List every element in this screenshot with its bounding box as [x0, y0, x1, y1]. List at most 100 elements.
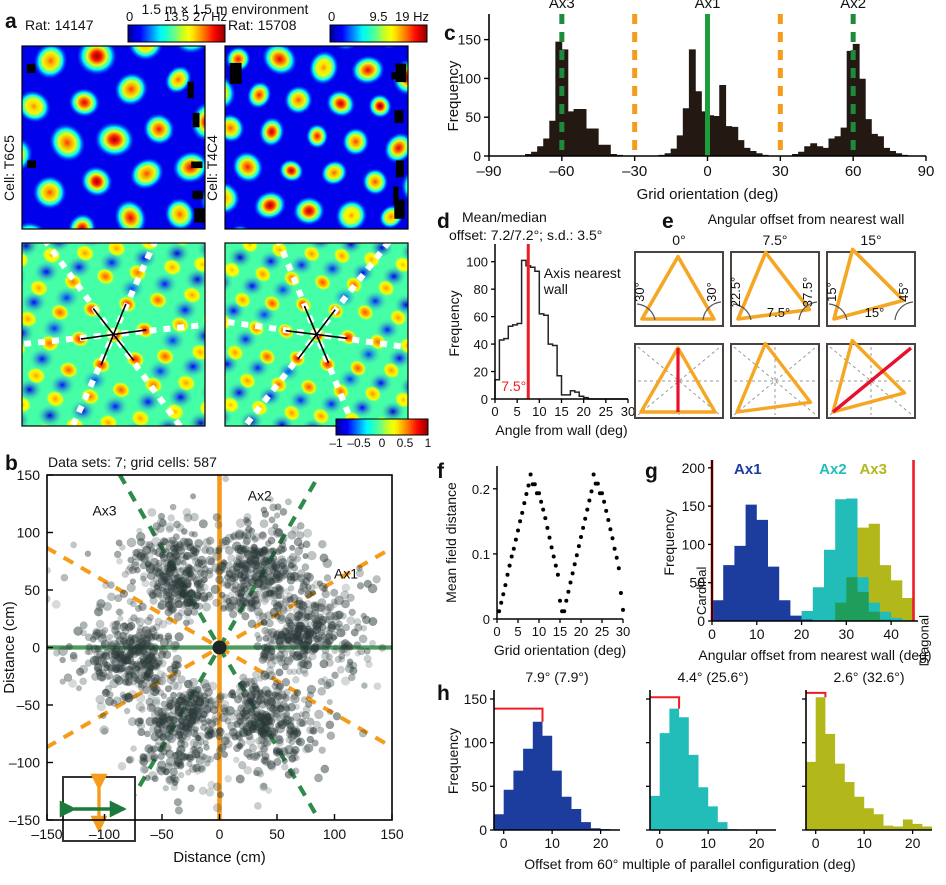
- scatter-point: [335, 623, 344, 632]
- scatter-point: [193, 713, 201, 721]
- scatter-point: [183, 722, 191, 730]
- scatter-point: [129, 635, 138, 644]
- scatter-point: [346, 658, 354, 665]
- scatter-point: [233, 695, 243, 704]
- scatter-point: [201, 595, 209, 603]
- scatter-point: [185, 769, 192, 776]
- scatter-point: [273, 749, 281, 757]
- angle-arc-right: [798, 301, 818, 321]
- scatter-point: [251, 549, 262, 559]
- scatter-point: [211, 563, 221, 573]
- x-tick-label: 30: [839, 626, 855, 642]
- scatter-point: [185, 538, 194, 546]
- scatter-point: [230, 572, 237, 580]
- scatter-point: [117, 761, 127, 771]
- ac-trough: [22, 243, 40, 258]
- ac-peak: [155, 347, 175, 366]
- scatter-point: [286, 668, 293, 676]
- scatter-point: [294, 630, 302, 638]
- x-tick-label: 20: [574, 624, 588, 639]
- scatter-point: [119, 631, 127, 640]
- scatter-point: [262, 634, 270, 642]
- scatter-point: [317, 726, 325, 734]
- scatter-point: [288, 552, 298, 562]
- unvisited-patch: [394, 199, 405, 219]
- scatter-point: [249, 590, 259, 600]
- scatter-point: [89, 636, 97, 643]
- scatter-point: [317, 636, 325, 644]
- panel-h-subtitle-1: 4.4° (25.6°): [677, 669, 748, 685]
- scatter-point: [125, 679, 132, 687]
- scatter-point: [302, 705, 311, 714]
- scatter-point: [148, 652, 156, 659]
- scatter-point: [259, 730, 270, 740]
- scatter-point: [117, 615, 124, 622]
- scatter-point: [274, 692, 283, 701]
- grid-vector: [297, 334, 318, 360]
- panel-c-label: c: [444, 22, 456, 45]
- scatter-point: [224, 580, 231, 588]
- scatter-point: [246, 603, 256, 613]
- scatter-point: [126, 755, 135, 764]
- scatter-point: [259, 612, 268, 621]
- scatter-point: [173, 520, 181, 529]
- scatter-point: [276, 569, 285, 579]
- scatter-point: [157, 633, 164, 640]
- scatter-point: [173, 681, 183, 691]
- x-tick-label: 10: [544, 835, 560, 851]
- scatter-point: [241, 612, 250, 621]
- panel-h-subtitle-2: 2.6° (32.6°): [833, 669, 904, 685]
- ac-trough: [22, 266, 28, 286]
- scatter-point: [154, 569, 164, 579]
- ac-peak: [130, 409, 151, 426]
- scatter-point: [130, 673, 140, 682]
- scatter-point: [173, 798, 182, 807]
- scatter-point: [122, 642, 130, 650]
- scatter-point: [295, 634, 304, 643]
- scatter-point: [346, 643, 354, 651]
- scatter-point: [192, 544, 201, 554]
- scatter-point: [106, 664, 116, 673]
- scatter-point: [142, 686, 151, 695]
- scatter-point: [258, 700, 267, 709]
- ac-peak: [148, 291, 168, 309]
- scatter-point: [245, 736, 256, 746]
- scatter-point: [323, 626, 331, 633]
- scatter-point: [242, 680, 250, 688]
- scatter-point: [177, 675, 186, 684]
- scatter-point: [176, 720, 183, 728]
- ac-peak: [240, 243, 259, 254]
- scatter-point: [195, 734, 202, 742]
- scatter-point: [165, 522, 175, 532]
- scatter-point: [187, 750, 197, 761]
- scatter-point: [187, 690, 195, 698]
- scatter-point: [275, 738, 284, 747]
- scatter-point: [174, 758, 184, 768]
- scatter-point: [200, 583, 209, 592]
- data-point: [595, 481, 600, 486]
- firing-field: [22, 136, 34, 175]
- scatter-point: [89, 655, 100, 666]
- ac-trough: [412, 269, 438, 291]
- scatter-point: [281, 763, 289, 771]
- cell-border: [634, 251, 724, 327]
- scatter-point: [263, 699, 270, 706]
- scatter-point: [254, 578, 264, 588]
- ac-peak: [225, 313, 232, 331]
- scatter-point: [126, 563, 135, 572]
- scatter-point: [138, 602, 147, 612]
- scatter-point: [51, 600, 61, 609]
- scatter-point: [233, 720, 241, 728]
- scatter-point: [176, 728, 185, 737]
- scatter-point: [262, 697, 270, 705]
- scatter-point: [267, 645, 275, 654]
- unvisited-patch: [192, 112, 200, 128]
- scatter-point: [270, 578, 277, 585]
- ac-peak: [333, 247, 351, 265]
- scatter-point: [134, 604, 142, 612]
- data-point: [585, 507, 590, 512]
- scatter-point: [259, 519, 269, 529]
- unvisited-patch: [26, 63, 36, 73]
- firing-field: [308, 50, 340, 86]
- rat-label-2: Rat: 15708: [228, 17, 297, 33]
